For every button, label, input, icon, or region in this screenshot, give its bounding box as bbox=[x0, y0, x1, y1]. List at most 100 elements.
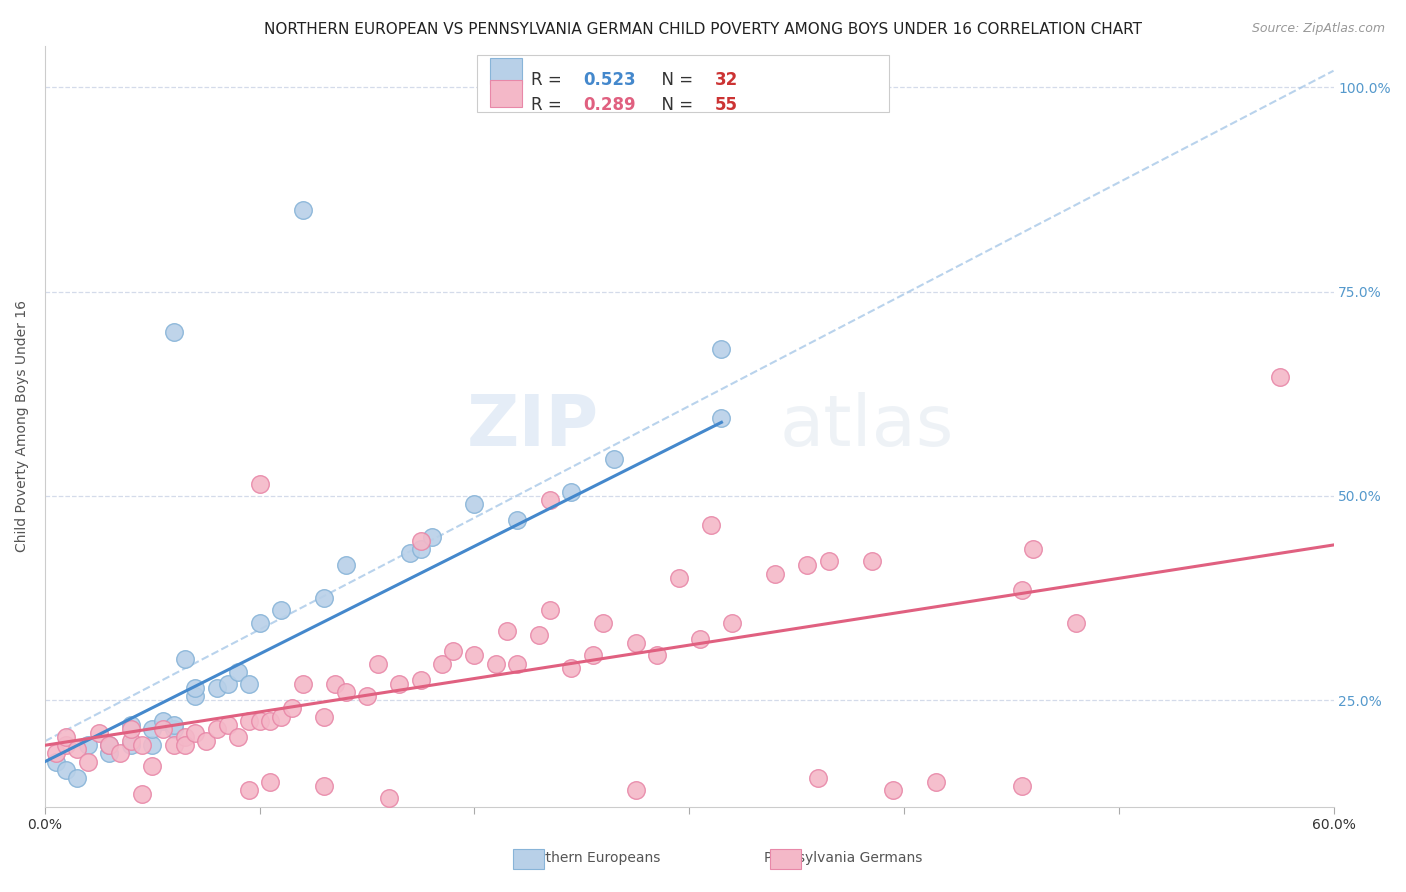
Text: N =: N = bbox=[651, 71, 697, 89]
Point bbox=[710, 411, 733, 425]
Point bbox=[45, 755, 67, 769]
Point bbox=[281, 701, 304, 715]
Point bbox=[560, 484, 582, 499]
Point bbox=[925, 775, 948, 789]
Point bbox=[463, 648, 485, 663]
Point bbox=[291, 677, 314, 691]
Text: 32: 32 bbox=[716, 71, 738, 89]
Point bbox=[506, 513, 529, 527]
Point bbox=[463, 497, 485, 511]
Text: 0.289: 0.289 bbox=[583, 95, 636, 113]
Point bbox=[420, 530, 443, 544]
Point bbox=[721, 615, 744, 630]
Point bbox=[592, 615, 614, 630]
Point bbox=[55, 739, 77, 753]
Point bbox=[624, 636, 647, 650]
Point bbox=[238, 714, 260, 728]
Point bbox=[173, 652, 195, 666]
Point bbox=[409, 542, 432, 557]
Point bbox=[645, 648, 668, 663]
Text: Source: ZipAtlas.com: Source: ZipAtlas.com bbox=[1251, 22, 1385, 36]
Point bbox=[120, 739, 142, 753]
Point bbox=[238, 783, 260, 797]
Point bbox=[163, 326, 186, 340]
Point bbox=[432, 657, 454, 671]
Point bbox=[98, 747, 121, 761]
Point bbox=[1064, 615, 1087, 630]
Text: N =: N = bbox=[651, 95, 697, 113]
FancyBboxPatch shape bbox=[477, 55, 889, 112]
Point bbox=[560, 660, 582, 674]
Point bbox=[1268, 370, 1291, 384]
Point bbox=[77, 739, 100, 753]
Text: ZIP: ZIP bbox=[467, 392, 599, 461]
Point bbox=[131, 788, 153, 802]
Point bbox=[163, 739, 186, 753]
Point bbox=[377, 791, 399, 805]
Text: Northern Europeans: Northern Europeans bbox=[520, 851, 661, 865]
Point bbox=[184, 690, 207, 704]
Point bbox=[270, 603, 292, 617]
Point bbox=[335, 685, 357, 699]
Point bbox=[485, 657, 508, 671]
Point bbox=[55, 730, 77, 744]
Text: Pennsylvania Germans: Pennsylvania Germans bbox=[765, 851, 922, 865]
Point bbox=[259, 775, 281, 789]
Point bbox=[249, 714, 271, 728]
Point bbox=[77, 755, 100, 769]
Text: atlas: atlas bbox=[779, 392, 953, 461]
Point bbox=[710, 342, 733, 356]
Point bbox=[131, 739, 153, 753]
Point bbox=[120, 718, 142, 732]
Point bbox=[270, 709, 292, 723]
Text: R =: R = bbox=[530, 95, 567, 113]
Point bbox=[173, 730, 195, 744]
Text: 0.523: 0.523 bbox=[583, 71, 636, 89]
Text: R =: R = bbox=[530, 71, 567, 89]
Point bbox=[163, 722, 186, 736]
Point bbox=[668, 571, 690, 585]
Point bbox=[163, 718, 186, 732]
Point bbox=[66, 771, 89, 785]
Point bbox=[226, 665, 249, 679]
Y-axis label: Child Poverty Among Boys Under 16: Child Poverty Among Boys Under 16 bbox=[15, 301, 30, 552]
Point bbox=[817, 554, 839, 568]
Point bbox=[1011, 779, 1033, 793]
Point bbox=[98, 739, 121, 753]
Point bbox=[217, 677, 239, 691]
Point bbox=[195, 734, 218, 748]
Point bbox=[860, 554, 883, 568]
FancyBboxPatch shape bbox=[489, 58, 522, 84]
Point bbox=[506, 657, 529, 671]
Point bbox=[141, 722, 163, 736]
Point bbox=[98, 739, 121, 753]
Point bbox=[314, 591, 336, 606]
Point bbox=[55, 763, 77, 777]
Point bbox=[249, 476, 271, 491]
Point bbox=[882, 783, 904, 797]
Text: 55: 55 bbox=[716, 95, 738, 113]
Point bbox=[173, 739, 195, 753]
Point bbox=[141, 758, 163, 772]
Point bbox=[238, 677, 260, 691]
Point bbox=[335, 558, 357, 573]
Point bbox=[184, 681, 207, 695]
Point bbox=[807, 771, 830, 785]
Point bbox=[120, 722, 142, 736]
Point bbox=[409, 673, 432, 687]
Point bbox=[699, 517, 721, 532]
FancyBboxPatch shape bbox=[489, 80, 522, 107]
Point bbox=[538, 493, 561, 508]
Point bbox=[581, 648, 603, 663]
Point bbox=[796, 558, 818, 573]
Point bbox=[259, 714, 281, 728]
Point bbox=[291, 202, 314, 217]
Point bbox=[141, 739, 163, 753]
Point bbox=[356, 690, 378, 704]
Point bbox=[66, 742, 89, 756]
Point bbox=[763, 566, 786, 581]
Point bbox=[527, 628, 550, 642]
Point bbox=[1022, 542, 1045, 557]
Point bbox=[441, 644, 464, 658]
Point bbox=[108, 747, 131, 761]
